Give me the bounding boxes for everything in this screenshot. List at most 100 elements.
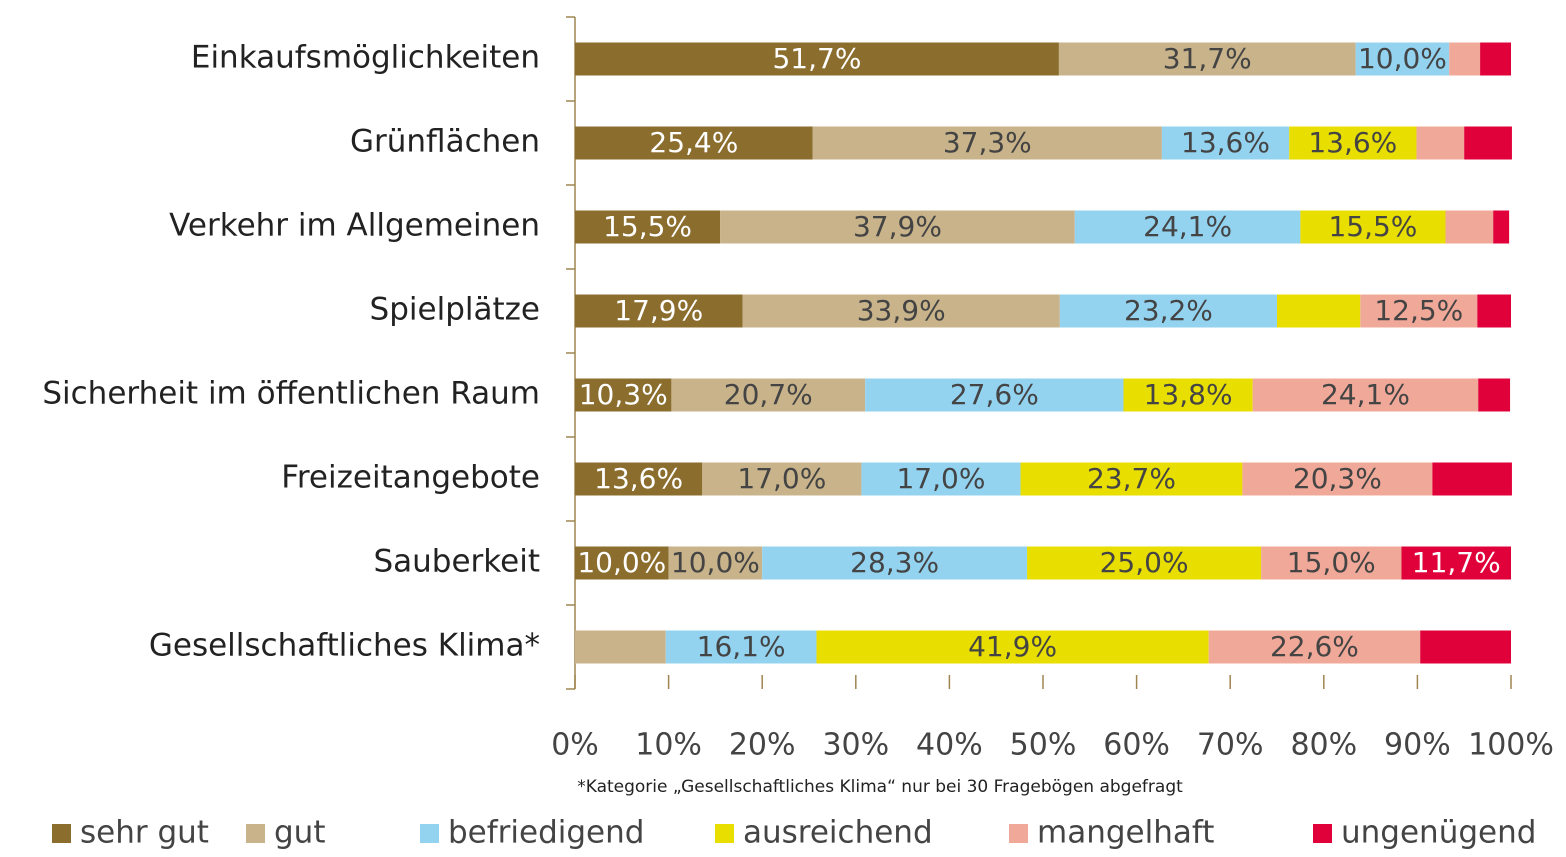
legend-swatch <box>1009 824 1028 843</box>
legend-swatch <box>1313 824 1332 843</box>
bar-segment <box>575 378 672 412</box>
value-label: 24,1% <box>1143 210 1232 243</box>
category-label: Grünflächen <box>350 124 540 160</box>
category-label: Gesellschaftliches Klima* <box>149 628 540 664</box>
category-label: Sauberkeit <box>373 544 540 580</box>
bar-segment <box>575 210 721 244</box>
value-label: 23,7% <box>1087 462 1176 495</box>
value-label: 27,6% <box>950 378 1039 411</box>
bar-segment <box>1401 546 1511 580</box>
value-label: 16,1% <box>697 630 786 663</box>
legend-label: gut <box>274 815 325 851</box>
x-tick-label: 0% <box>551 728 599 763</box>
legend-swatch <box>246 824 265 843</box>
value-label: 13,6% <box>1181 126 1270 159</box>
category-label: Freizeitangebote <box>281 460 540 496</box>
value-label: 15,0% <box>1287 546 1376 579</box>
bar-segment <box>742 294 1060 328</box>
category-label: Sicherheit im öffentlichen Raum <box>42 376 540 412</box>
legend-label: sehr gut <box>80 815 209 851</box>
value-label: 10,0% <box>577 546 666 579</box>
bar-segment <box>1208 630 1421 664</box>
value-label: 23,2% <box>1124 294 1213 327</box>
x-tick-label: 90% <box>1384 728 1451 763</box>
bar-segment <box>1027 546 1262 580</box>
legend-label: befriedigend <box>448 815 644 851</box>
bar-segment <box>575 462 703 496</box>
x-tick-label: 30% <box>822 728 889 763</box>
bar-segment <box>1252 378 1479 412</box>
value-label: 10,0% <box>671 546 760 579</box>
value-label: 22,6% <box>1270 630 1359 663</box>
bar-segment <box>1420 630 1511 664</box>
x-tick-label: 10% <box>635 728 702 763</box>
value-label: 15,5% <box>603 210 692 243</box>
bar-segment <box>762 546 1028 580</box>
x-tick-label: 50% <box>1010 728 1077 763</box>
legend-swatch <box>715 824 734 843</box>
bar-segment <box>1480 42 1511 76</box>
bar-segment <box>575 42 1059 76</box>
x-tick-label: 40% <box>916 728 983 763</box>
value-label: 24,1% <box>1321 378 1410 411</box>
category-label: Spielplätze <box>370 292 540 328</box>
legend-label: mangelhaft <box>1037 815 1214 851</box>
bar-segment <box>575 294 743 328</box>
bar-segment <box>1477 294 1511 328</box>
bar-segment <box>1123 378 1253 412</box>
value-label: 41,9% <box>968 630 1057 663</box>
value-label: 33,9% <box>857 294 946 327</box>
bar-segment <box>671 378 866 412</box>
bar-segment <box>1059 294 1277 328</box>
value-label: 31,7% <box>1163 42 1252 75</box>
bar-segment <box>1058 42 1356 76</box>
x-tick-label: 100% <box>1468 728 1554 763</box>
bar-segment <box>812 126 1162 160</box>
value-label: 11,7% <box>1412 546 1501 579</box>
legend-label: ausreichend <box>743 815 933 851</box>
value-label: 28,3% <box>850 546 939 579</box>
bar-segment <box>1432 462 1512 496</box>
value-label: 13,6% <box>594 462 683 495</box>
legend-label: ungenügend <box>1341 815 1536 851</box>
bar-segment <box>1449 42 1481 76</box>
value-label: 17,9% <box>614 294 703 327</box>
bar-segment <box>816 630 1209 664</box>
value-label: 17,0% <box>737 462 826 495</box>
bar-segment <box>1242 462 1433 496</box>
bar-segment <box>1161 126 1290 160</box>
value-label: 13,6% <box>1308 126 1397 159</box>
bar-segment <box>665 630 817 664</box>
bar-segment <box>861 462 1021 496</box>
x-tick-label: 20% <box>729 728 796 763</box>
value-label: 15,5% <box>1328 210 1417 243</box>
value-label: 10,3% <box>579 378 668 411</box>
value-label: 20,3% <box>1293 462 1382 495</box>
legend-swatch <box>420 824 439 843</box>
legend-swatch <box>52 824 71 843</box>
bar-segment <box>575 126 813 160</box>
bar-segment <box>1020 462 1243 496</box>
value-label: 25,0% <box>1100 546 1189 579</box>
value-label: 37,3% <box>943 126 1032 159</box>
bar-segment <box>720 210 1075 244</box>
bar-segment <box>575 546 669 580</box>
bar-segment <box>865 378 1124 412</box>
value-label: 12,5% <box>1374 294 1463 327</box>
category-label: Einkaufsmöglichkeiten <box>191 40 540 76</box>
bar-segment <box>1261 546 1402 580</box>
x-tick-label: 70% <box>1197 728 1264 763</box>
bar-segment <box>1360 294 1478 328</box>
footnote: *Kategorie „Gesellschaftliches Klima“ nu… <box>577 777 1183 797</box>
bar-segment <box>1445 210 1494 244</box>
x-tick-label: 60% <box>1103 728 1170 763</box>
value-label: 17,0% <box>896 462 985 495</box>
bar-segment <box>1289 126 1417 160</box>
value-label: 51,7% <box>772 42 861 75</box>
bar-segment <box>1416 126 1465 160</box>
bar-segment <box>1493 210 1510 244</box>
value-label: 20,7% <box>724 378 813 411</box>
x-tick-label: 80% <box>1290 728 1357 763</box>
bar-segment <box>1277 294 1361 328</box>
